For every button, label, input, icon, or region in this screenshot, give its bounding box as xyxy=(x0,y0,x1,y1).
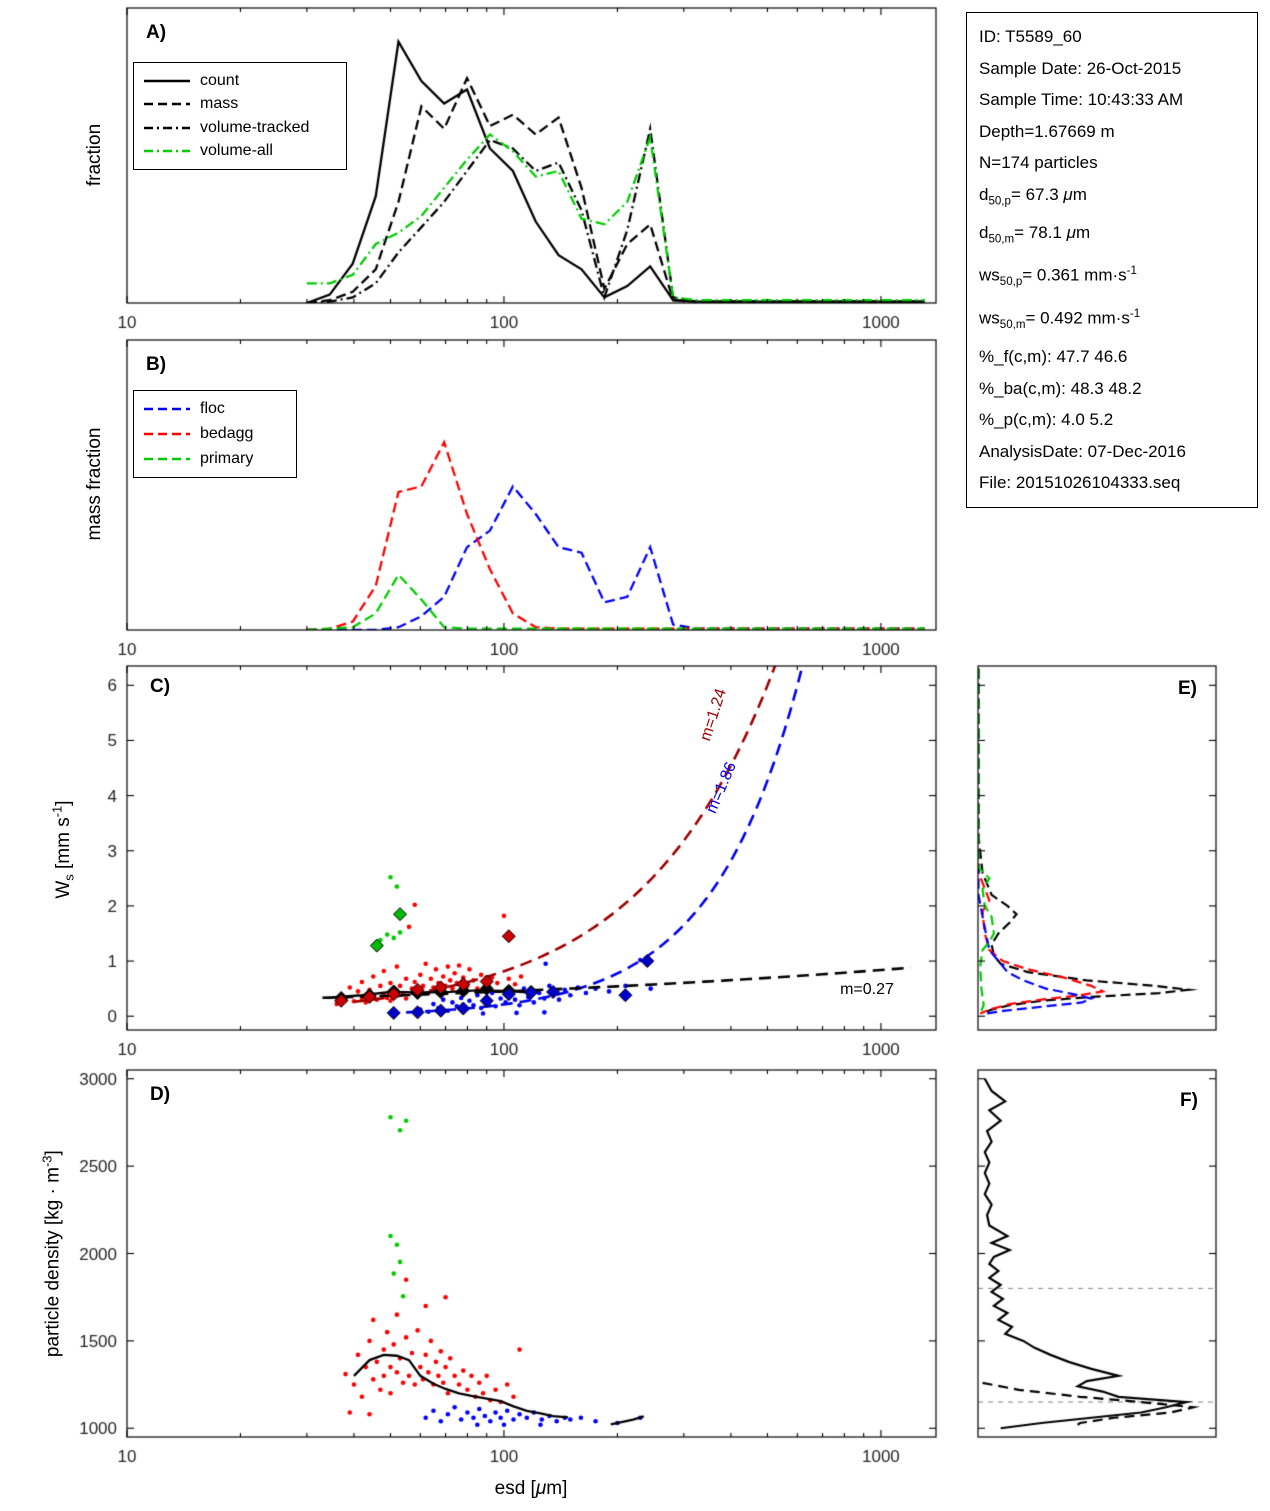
panel-b-label: B) xyxy=(146,354,167,375)
bedagg-line-icon xyxy=(144,432,190,436)
volume-all-line-icon xyxy=(144,150,190,153)
legend-row-volume-all: volume-all xyxy=(144,140,336,164)
info-id: ID: T5589_60 xyxy=(979,27,1082,46)
info-pct-f: %_f(c,m): 47.7 46.6 xyxy=(979,347,1128,367)
info-ws50p: ws50,p= 0.361 mm·s-1 xyxy=(979,265,1137,289)
primary-line-icon xyxy=(144,457,190,460)
floc-line-icon xyxy=(144,408,190,411)
axis-label-density: particle density [kg · m-3] xyxy=(39,1150,64,1358)
info-sample-date: Sample Date: 26-Oct-2015 xyxy=(979,58,1182,78)
info-pct-p: %_p(c,m): 4.0 5.2 xyxy=(979,410,1114,430)
legend-row-volume-tracked: volume-tracked xyxy=(144,116,336,140)
legend-label-primary: primary xyxy=(200,449,254,467)
info-file: File: 20151026104333.seq xyxy=(979,473,1181,493)
axis-label-mass-fraction: mass fraction xyxy=(84,427,105,541)
mass-line-icon xyxy=(144,103,190,106)
legend-row-count: count xyxy=(144,69,336,93)
info-d50p: d50,p= 67.3 μm xyxy=(979,184,1087,207)
legend-label-floc: floc xyxy=(200,400,225,418)
legend-label-bedagg: bedagg xyxy=(200,425,254,442)
axis-label-ws: Ws [mm s-1] xyxy=(49,800,77,899)
legend-row-floc: floc xyxy=(144,397,286,422)
axis-label-esd: esd [μm] xyxy=(494,1478,568,1499)
legend-row-bedagg: bedagg xyxy=(144,422,286,447)
legend-row-primary: primary xyxy=(144,446,286,471)
info-n-particles: N=174 particles xyxy=(979,153,1098,172)
legend-row-mass: mass xyxy=(144,93,336,117)
panel-a-label: A) xyxy=(146,22,167,43)
legend-label-volume-tracked: volume-tracked xyxy=(200,118,310,136)
legend-panel-b: floc bedagg primary xyxy=(133,390,297,478)
count-line-icon xyxy=(144,79,190,82)
panel-d-label: D) xyxy=(150,1084,171,1105)
info-depth: Depth=1.67669 m xyxy=(979,121,1115,141)
legend-label-mass: mass xyxy=(200,95,239,113)
info-box: ID: T5589_60 Sample Date: 26-Oct-2015 Sa… xyxy=(966,12,1258,508)
volume-tracked-line-icon xyxy=(144,126,190,129)
info-ws50m: ws50,m= 0.492 mm·s-1 xyxy=(979,307,1141,331)
legend-label-volume-all: volume-all xyxy=(200,142,273,160)
info-pct-ba: %_ba(c,m): 48.3 48.2 xyxy=(979,378,1142,398)
legend-label-count: count xyxy=(200,71,240,89)
info-sample-time: Sample Time: 10:43:33 AM xyxy=(979,90,1184,109)
panel-c-label: C) xyxy=(150,676,171,697)
panel-e-label: E) xyxy=(1178,678,1197,699)
axis-label-fraction: fraction xyxy=(84,123,105,187)
legend-panel-a: count mass volume-tracked volume-all xyxy=(133,62,347,170)
fit-label-m027: m=0.27 xyxy=(840,981,894,998)
info-analysis-date: AnalysisDate: 07-Dec-2016 xyxy=(979,441,1186,461)
panel-f-label: F) xyxy=(1180,1090,1198,1111)
info-d50m: d50,m= 78.1 μm xyxy=(979,223,1091,246)
